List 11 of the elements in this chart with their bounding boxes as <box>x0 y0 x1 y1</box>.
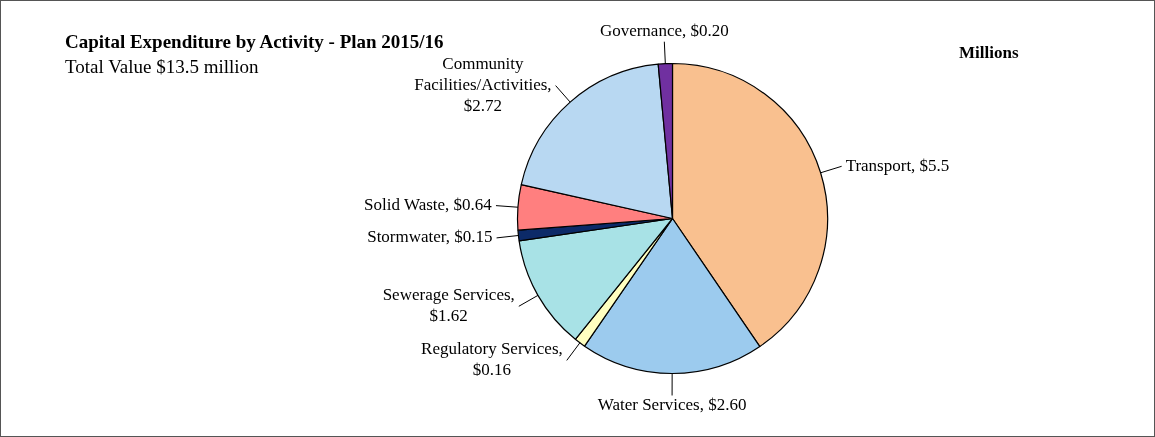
slice-label: Solid Waste, $0.64 <box>364 195 493 215</box>
text: Millions <box>959 43 1019 63</box>
slice-label: Stormwater, $0.15 <box>367 227 493 247</box>
slice-label: Transport, $5.5 <box>845 155 950 175</box>
slice-label: Regulatory Services, $0.16 <box>421 339 563 380</box>
chart-title: Capital Expenditure by Activity - Plan 2015/16 <box>65 31 444 53</box>
slice-label: Governance, $0.20 <box>599 21 729 41</box>
slice-label: Water Services, $2.60 <box>597 394 747 414</box>
slice-label: Sewerage Services, $1.62 <box>382 285 515 326</box>
text: Total Value $13.5 million <box>65 56 259 78</box>
slice-label: Community Facilities/Activities, $2.72 <box>414 54 552 116</box>
